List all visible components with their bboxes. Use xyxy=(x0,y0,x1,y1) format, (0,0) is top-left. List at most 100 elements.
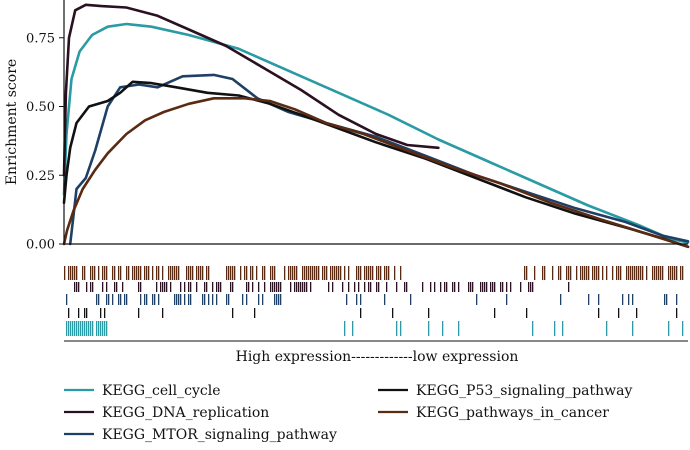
rug-tick xyxy=(482,282,484,292)
rug-tick xyxy=(664,294,666,305)
rug-tick xyxy=(312,266,314,280)
rug-tick xyxy=(596,266,598,280)
rug-tick xyxy=(178,294,180,305)
rug-tick xyxy=(304,282,306,292)
series-line-kegg-cell-cycle xyxy=(62,22,690,244)
rug-tick xyxy=(586,266,588,280)
rug-tick xyxy=(640,266,642,280)
rug-tick xyxy=(126,266,128,280)
rug-tick xyxy=(112,294,114,305)
rug-tick xyxy=(124,294,126,305)
rug-tick xyxy=(226,294,228,305)
rug-tick xyxy=(328,282,330,292)
rug-tick xyxy=(166,282,168,292)
rug-tick xyxy=(620,266,622,280)
rug-tick xyxy=(234,266,236,280)
rug-tick xyxy=(660,266,662,280)
rug-tick xyxy=(404,282,406,292)
rug-tick xyxy=(568,282,570,292)
legend-label: KEGG_cell_cycle xyxy=(102,383,220,399)
rug-tick xyxy=(628,294,630,305)
rug-tick xyxy=(94,266,96,280)
rug-tick xyxy=(274,294,276,305)
rug-tick xyxy=(246,294,248,305)
rug-tick xyxy=(534,266,536,280)
rug-tick xyxy=(396,321,398,336)
rug-tick xyxy=(84,308,86,318)
rug-tick xyxy=(592,266,594,280)
rug-tick xyxy=(230,282,232,292)
rug-tick xyxy=(212,282,214,292)
rug-tick xyxy=(206,282,208,292)
rug-tick xyxy=(594,266,596,280)
rug-tick xyxy=(642,266,644,280)
rug-tick xyxy=(618,308,620,318)
rug-tick xyxy=(270,266,272,280)
rug-tick xyxy=(326,266,328,280)
rug-tick xyxy=(526,308,528,318)
rug-tick xyxy=(232,282,234,292)
rug-tick xyxy=(468,282,470,292)
rug-tick xyxy=(622,294,624,305)
rug-tick xyxy=(570,266,572,280)
rug-tick xyxy=(90,282,92,292)
rug-tick xyxy=(278,282,280,292)
rug-tick xyxy=(232,308,234,318)
rug-tick xyxy=(70,266,72,280)
x-axis-caption: High expression-------------low expressi… xyxy=(236,349,519,365)
rug-tick xyxy=(484,282,486,292)
rug-tick xyxy=(338,266,340,280)
rug-tick xyxy=(334,266,336,280)
rug-tick xyxy=(144,294,146,305)
rug-tick xyxy=(400,266,402,280)
rug-tick xyxy=(72,266,74,280)
rug-tick xyxy=(634,266,636,280)
rug-tick xyxy=(186,266,188,280)
rug-tick xyxy=(636,308,638,318)
rug-tick xyxy=(324,266,326,280)
rug-tick xyxy=(360,308,362,318)
rug-tick xyxy=(74,321,76,336)
rug-tick xyxy=(68,266,70,280)
rug-tick xyxy=(114,266,116,280)
y-tick-label: 0.00 xyxy=(26,238,55,253)
rug-tick xyxy=(74,266,76,280)
rug-tick xyxy=(208,294,210,305)
rug-tick xyxy=(90,266,92,280)
rug-tick xyxy=(274,266,276,280)
rug-tick xyxy=(656,266,658,280)
rug-tick xyxy=(68,321,70,336)
rug-tick xyxy=(290,266,292,280)
rug-tick xyxy=(136,266,138,280)
rug-tick xyxy=(356,266,358,280)
rug-tick xyxy=(132,266,134,280)
rug-tick xyxy=(352,321,354,336)
rug-tick xyxy=(632,321,634,336)
rug-tick xyxy=(566,266,568,280)
rug-tick xyxy=(380,266,382,280)
rug-tick xyxy=(230,266,232,280)
rug-tick xyxy=(272,266,274,280)
rug-tick xyxy=(256,266,258,280)
rug-tick xyxy=(196,282,198,292)
rug-tick xyxy=(156,282,158,292)
rug-tick xyxy=(138,308,140,318)
rug-tick xyxy=(542,266,544,280)
rug-tick xyxy=(666,294,668,305)
rug-tick xyxy=(126,294,128,305)
rug-tick xyxy=(388,266,390,280)
rug-tick xyxy=(378,266,380,280)
rug-tick xyxy=(428,308,430,318)
rug-tick xyxy=(558,266,560,280)
rug-tick xyxy=(588,266,590,280)
rug-tick xyxy=(360,266,362,280)
rug-tick xyxy=(348,266,350,280)
rug-tick xyxy=(180,282,182,292)
rug-tick xyxy=(370,282,372,292)
series-line-kegg-p53-signaling-pathway xyxy=(62,80,690,249)
rug-tick xyxy=(454,282,456,292)
rug-tick xyxy=(524,266,526,280)
rug-tick xyxy=(140,294,142,305)
rug-tick xyxy=(122,282,124,292)
rug-tick xyxy=(74,282,76,292)
